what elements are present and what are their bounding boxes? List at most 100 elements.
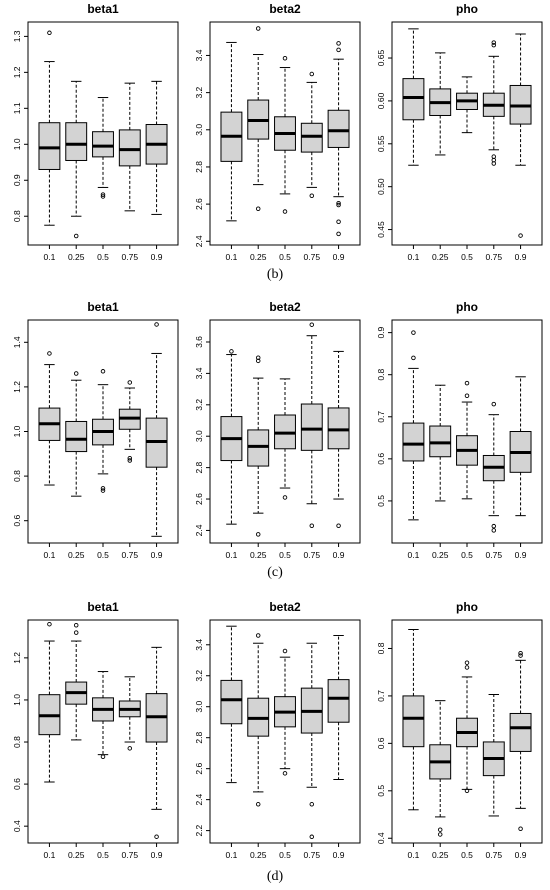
x-tick-label: 0.5: [461, 550, 473, 560]
box-0.5: [456, 76, 478, 134]
y-tick-label: 3.4: [194, 639, 204, 651]
y-tick-label: 2.6: [194, 493, 204, 505]
outlier-point: [100, 369, 106, 374]
box-0.25: [65, 623, 88, 741]
outlier-point: [491, 40, 497, 45]
box-0.9: [509, 650, 532, 832]
iqr-box: [509, 712, 532, 752]
panel-c-beta1: beta1 0.6 0.8 1.0 1.2 1.4 0.1 0.25 0.5 0.75 0.9: [12, 300, 179, 560]
y-tick-label: 3.4: [194, 367, 204, 379]
panel-d-beta1: beta1 0.4 0.6 0.8 1.0 1.2 0.1 0.25 0.5 0.75 0.9: [12, 600, 179, 860]
box-0.25: [65, 371, 88, 497]
outlier-point: [336, 41, 341, 46]
outlier-point: [73, 233, 79, 239]
panel-title: beta1: [87, 300, 119, 314]
panel-title: pho: [456, 300, 478, 314]
outlier-point: [127, 458, 133, 463]
outlier-point: [491, 528, 497, 533]
panel-title: pho: [456, 2, 478, 16]
box-0.75: [482, 40, 505, 166]
box-0.75: [300, 642, 323, 840]
y-tick-label: 0.8: [12, 470, 22, 482]
box-0.1: [220, 625, 243, 784]
box-0.75: [118, 82, 141, 212]
box-0.1: [220, 41, 243, 222]
y-tick-label: 0.9: [376, 326, 386, 338]
x-tick-label: 0.75: [486, 252, 503, 262]
y-tick-label: 0.6: [376, 737, 386, 749]
outlier-point: [255, 802, 261, 807]
box-0.75: [118, 676, 141, 751]
iqr-box: [327, 109, 350, 148]
outlier-point: [100, 488, 106, 493]
outlier-point: [336, 523, 341, 528]
outlier-point: [464, 660, 470, 665]
caption-c: (c): [267, 565, 283, 580]
y-tick-label: 0.8: [12, 736, 22, 748]
x-tick-label: 0.9: [515, 850, 527, 860]
panel-b-beta2: beta2 2.4 2.6 2.8 3.0 3.2 3.4 0.1 0.25 0.5 0.75 0.9: [194, 2, 361, 262]
iqr-box: [402, 422, 425, 462]
outlier-point: [282, 209, 288, 214]
box-0.9: [145, 80, 168, 215]
outlier-point: [464, 393, 470, 398]
box-0.9: [327, 41, 350, 237]
x-tick-label: 0.1: [44, 850, 56, 860]
box-0.75: [300, 71, 323, 199]
box-0.25: [247, 26, 270, 212]
x-tick-label: 0.75: [122, 550, 139, 560]
x-tick-label: 0.1: [408, 252, 420, 262]
box-0.1: [402, 28, 425, 166]
box-0.1: [220, 349, 243, 525]
box-0.9: [327, 634, 350, 781]
outlier-point: [518, 233, 523, 238]
box-0.75: [482, 693, 505, 817]
box-0.9: [327, 350, 350, 528]
y-tick-label: 2.4: [194, 524, 204, 536]
y-tick-label: 3.2: [194, 86, 204, 98]
outlier-point: [411, 330, 416, 335]
x-tick-label: 0.75: [304, 550, 321, 560]
outlier-point: [73, 623, 79, 628]
y-tick-label: 0.55: [376, 135, 386, 152]
x-tick-label: 0.25: [68, 252, 85, 262]
outlier-point: [464, 788, 470, 794]
y-tick-label: 3.6: [194, 336, 204, 348]
outlier-point: [336, 231, 341, 237]
outlier-point: [491, 401, 497, 407]
iqr-box: [65, 122, 88, 161]
x-tick-label: 0.5: [279, 550, 291, 560]
outlier-point: [127, 456, 133, 461]
panel-title: beta2: [269, 2, 301, 16]
y-tick-label: 1.0: [12, 694, 22, 706]
x-tick-label: 0.25: [432, 550, 449, 560]
y-tick-label: 0.7: [376, 411, 386, 423]
outlier-point: [282, 55, 288, 61]
iqr-box: [92, 131, 114, 158]
y-tick-label: 1.2: [12, 381, 22, 393]
y-tick-label: 0.4: [12, 820, 22, 832]
x-tick-label: 0.25: [68, 850, 85, 860]
outlier-point: [336, 200, 341, 206]
panel-title: beta1: [87, 600, 119, 614]
box-0.5: [92, 97, 114, 199]
box-0.25: [247, 633, 270, 807]
panel-b-beta1: beta1 0.8 0.9 1.0 1.1 1.2 1.3 0.1 0.25 0.5 0.75 0.9: [12, 2, 179, 262]
outlier-point: [336, 47, 341, 53]
x-tick-label: 0.25: [250, 550, 267, 560]
box-0.9: [145, 646, 168, 839]
x-tick-label: 0.5: [279, 850, 291, 860]
caption-d: (d): [267, 869, 284, 884]
box-0.5: [274, 648, 296, 776]
box-0.5: [274, 378, 296, 500]
y-tick-label: 0.5: [376, 785, 386, 797]
y-tick-label: 2.8: [194, 161, 204, 173]
box-0.1: [402, 330, 425, 521]
y-tick-label: 3.4: [194, 49, 204, 61]
y-tick-label: 0.8: [376, 369, 386, 381]
y-tick-label: 0.6: [12, 778, 22, 790]
y-tick-label: 0.6: [376, 453, 386, 465]
x-tick-label: 0.25: [250, 252, 267, 262]
outlier-point: [127, 380, 133, 385]
